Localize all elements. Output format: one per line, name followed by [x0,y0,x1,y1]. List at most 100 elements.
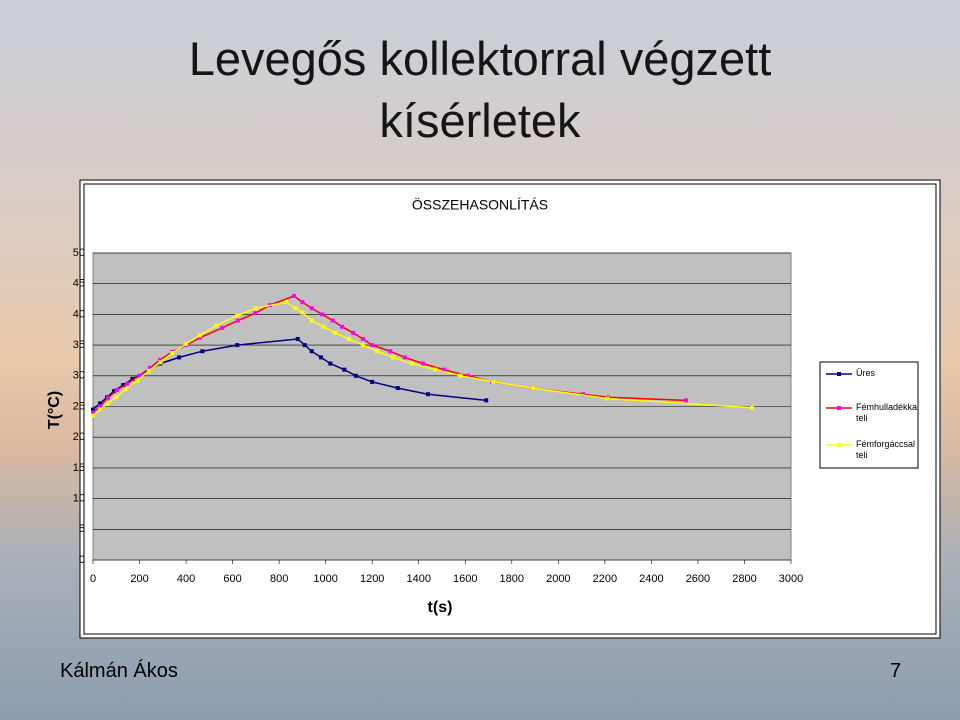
data-point [388,349,393,354]
data-point [200,349,205,354]
y-tick-label: 30 [73,370,85,382]
data-point [426,392,431,397]
data-point [402,355,407,360]
data-point [321,324,326,329]
y-tick-label: 25 [73,400,85,412]
legend-label: Üres [856,368,876,378]
data-point [177,355,182,360]
data-point [684,398,689,403]
data-point [91,413,95,418]
data-point [97,401,102,406]
x-tick-label: 2600 [686,573,710,585]
y-tick-label: 40 [73,308,85,320]
data-point [484,398,489,403]
data-point [351,330,356,335]
data-point [292,293,297,298]
title-line: Levegős kollektorral végzett [188,32,772,85]
legend-label: Fémforgáccsal teli [856,439,916,460]
data-point [370,343,375,348]
x-tick-label: 1400 [406,573,430,585]
data-point [433,367,438,372]
data-point [605,396,610,401]
series-line [92,295,687,414]
data-point [309,306,314,311]
x-axis-label: t(s) [428,599,453,616]
data-point [184,341,189,346]
data-point [146,368,151,373]
y-tick-label: 50 [73,247,85,259]
footer-author: Kálmán Ákos [60,660,178,682]
data-point [302,343,307,348]
y-tick-label: 0 [79,554,85,566]
data-point [353,373,358,378]
x-tick-label: 1600 [453,573,477,585]
data-point [253,311,258,316]
y-tick-label: 45 [73,278,85,290]
y-tick-label: 35 [73,339,85,351]
x-tick-label: 1200 [360,573,384,585]
chart-title: ÖSSZEHASONLÍTÁS [412,196,548,213]
footer-page: 7 [890,660,902,682]
data-point [170,351,175,356]
x-tick-label: 2400 [639,573,663,585]
data-point [370,379,375,384]
data-point [360,336,365,341]
data-point [235,343,240,348]
data-point [409,361,414,366]
data-point [111,389,116,394]
data-point [491,379,496,384]
data-point [198,335,203,340]
data-point [330,318,335,323]
y-axis-label: T(°C) [46,391,63,429]
data-point [580,392,585,397]
data-point [91,410,95,415]
data-point [220,325,225,330]
legend-box [819,361,919,469]
data-point [123,387,128,392]
data-point [395,386,400,391]
data-point [114,395,119,400]
data-point [309,349,314,354]
chart-frame-inner [83,183,937,635]
title-line: kísérletek [379,94,581,147]
data-point [148,365,153,370]
legend-label: Fémhulladékkal teli [856,402,920,423]
data-point [235,313,240,318]
y-tick-label: 10 [73,493,85,505]
x-tick-label: 2200 [593,573,617,585]
data-point [97,404,102,409]
legend-marker [837,443,841,447]
data-point [319,355,324,360]
data-point [214,323,219,328]
x-tick-label: 2800 [732,573,756,585]
y-tick-label: 20 [73,431,85,443]
data-point [91,407,95,412]
data-point [339,324,344,329]
x-tick-label: 2000 [546,573,570,585]
data-point [235,318,240,323]
data-point [458,373,463,378]
data-point [300,300,305,305]
data-point [320,312,325,317]
data-point [332,330,337,335]
x-tick-label: 800 [270,573,288,585]
x-tick-label: 0 [90,573,96,585]
data-point [130,376,135,381]
data-point [466,373,471,378]
data-point [198,333,203,338]
slide-title: Levegős kollektorral végzett kísérletek [0,28,960,152]
data-point [530,386,535,391]
data-point [121,383,126,388]
data-point [420,361,425,366]
y-tick-label: 15 [73,462,85,474]
x-tick-label: 200 [130,573,148,585]
data-point [293,306,298,311]
data-point [284,300,289,305]
data-point [749,405,754,410]
x-tick-label: 1000 [313,573,337,585]
data-point [97,407,102,412]
data-point [105,395,110,400]
x-tick-label: 400 [177,573,195,585]
legend-marker [837,372,841,376]
data-point [300,310,305,315]
